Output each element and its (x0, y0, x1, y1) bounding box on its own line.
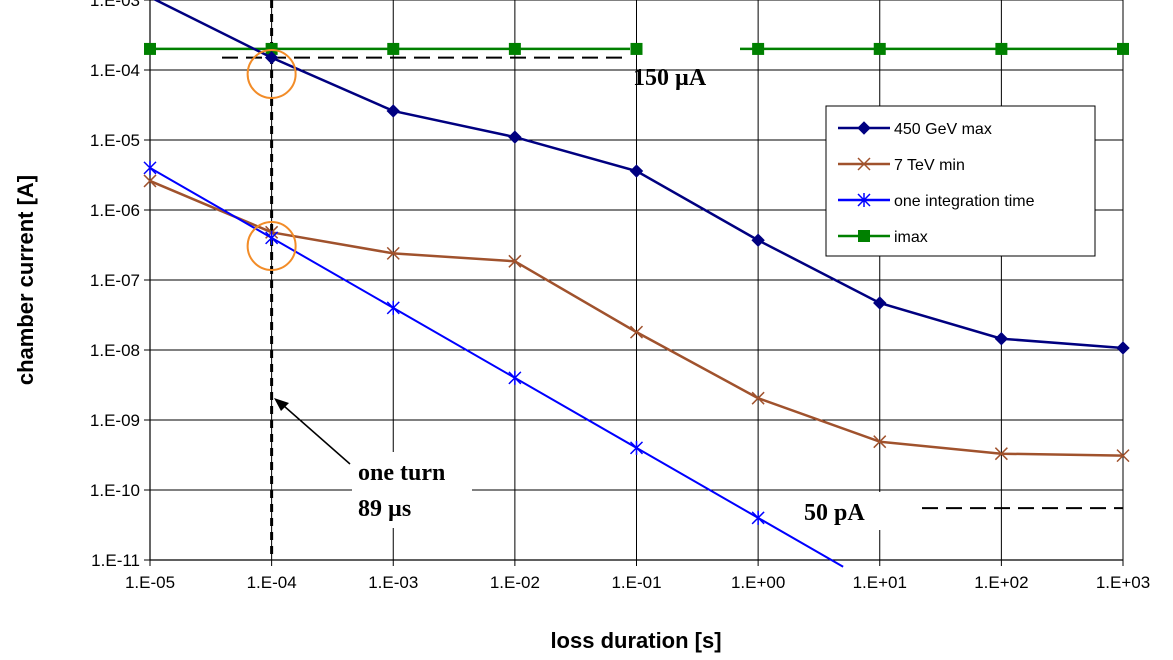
label-50pA-background (800, 492, 918, 530)
label-one-turn: one turn (358, 460, 445, 486)
data-point (508, 42, 521, 55)
x-tick-label: 1.E+03 (1096, 573, 1150, 592)
legend-swatch-marker (857, 121, 871, 135)
legend-entry: imax (838, 229, 928, 246)
reference-lines (222, 0, 1123, 560)
y-tick-label: 1.E-05 (90, 131, 140, 150)
y-tick-label: 1.E-03 (90, 0, 140, 10)
x-tick-label: 1.E+00 (731, 573, 785, 592)
data-point (144, 42, 156, 55)
x-tick-label: 1.E-03 (368, 573, 418, 592)
y-tick-label: 1.E-04 (90, 61, 140, 80)
legend-label: one integration time (894, 193, 1035, 210)
highlight-circle-150uA (246, 49, 297, 99)
data-point (751, 391, 765, 405)
grid (144, 0, 1124, 566)
series-layer (143, 0, 1130, 568)
label-89us: 89 µs (358, 496, 411, 522)
legend: 450 GeV max 7 TeV min one integration time… (825, 105, 1096, 257)
y-tick-label: 1.E-09 (90, 411, 140, 430)
data-point (265, 230, 279, 245)
legend-entry: one integration time (838, 193, 1035, 210)
legend-swatch-marker (857, 157, 871, 171)
one-turn-label-background (352, 452, 472, 528)
legend-label: imax (894, 229, 928, 246)
data-point (387, 42, 400, 55)
data-point (873, 435, 887, 449)
data-point (1116, 449, 1130, 463)
data-point (386, 104, 400, 118)
one-turn-arrowhead (274, 398, 289, 411)
highlight-circle-one-turn (246, 221, 297, 271)
x-tick-label: 1.E-02 (490, 573, 540, 592)
legend-entry: 7 TeV min (838, 157, 965, 174)
y-tick-label: 1.E-07 (90, 271, 140, 290)
tick-labels: 1.E-05 1.E-04 1.E-03 1.E-02 1.E-01 1.E+00 1.E+… (90, 0, 1150, 592)
x-tick-label: 1.E-05 (125, 573, 175, 592)
legend-entry: 450 GeV max (838, 121, 992, 138)
data-point (995, 42, 1008, 55)
data-point (629, 164, 644, 178)
series-450-gev-max (153, 0, 1130, 355)
y-tick-label: 1.E-06 (90, 201, 140, 220)
data-point (873, 296, 887, 310)
series-7-tev-min (143, 174, 1130, 463)
data-point (508, 130, 522, 144)
legend-label: 450 GeV max (894, 121, 992, 138)
data-point (873, 42, 886, 55)
x-tick-label: 1.E-01 (611, 573, 661, 592)
data-point (629, 440, 644, 455)
y-tick-label: 1.E-11 (91, 551, 140, 570)
label-150uA: 150 µA (633, 65, 707, 91)
y-tick-label: 1.E-08 (90, 341, 140, 360)
data-point (994, 447, 1008, 461)
data-point (143, 160, 157, 175)
data-point (629, 325, 644, 339)
x-tick-label: 1.E-04 (247, 573, 297, 592)
legend-swatch-marker (858, 230, 870, 242)
series-imax (144, 42, 1129, 55)
legend-swatch-marker (857, 193, 871, 207)
annotations: 150 µA one turn 89 µs 50 pA (246, 49, 918, 530)
data-point (143, 174, 157, 188)
legend-label: 7 TeV min (894, 157, 965, 174)
data-point (630, 42, 643, 55)
data-point (386, 246, 400, 260)
x-axis-title: loss duration [s] (550, 628, 721, 653)
series-one-integration-time (143, 160, 844, 568)
legend-box (825, 105, 1096, 257)
x-tick-label: 1.E+01 (853, 573, 907, 592)
data-point (1117, 42, 1129, 55)
data-point (751, 233, 765, 247)
data-point (1116, 341, 1130, 355)
data-point (508, 370, 522, 385)
x-tick-label: 1.E+02 (974, 573, 1028, 592)
label-50pA: 50 pA (804, 500, 865, 526)
data-point (508, 254, 522, 268)
y-axis-title: chamber current [A] (13, 175, 38, 385)
data-point (265, 42, 278, 55)
y-tick-label: 1.E-10 (90, 481, 140, 500)
one-turn-arrow-shaft (283, 405, 351, 465)
data-point (752, 42, 765, 55)
data-point (994, 331, 1009, 346)
data-point (751, 510, 765, 525)
data-point (386, 300, 400, 315)
data-point (264, 50, 279, 65)
